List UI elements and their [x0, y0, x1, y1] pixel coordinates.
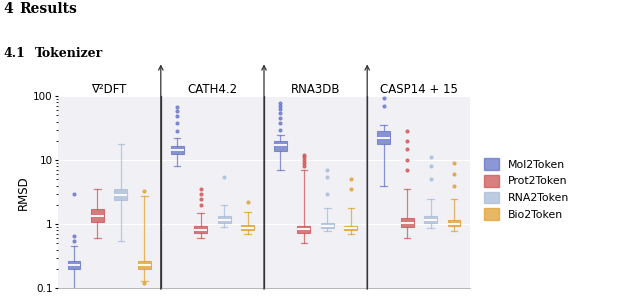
Text: Tokenizer: Tokenizer	[35, 47, 104, 60]
PathPatch shape	[241, 225, 254, 230]
PathPatch shape	[424, 216, 437, 223]
Text: 4: 4	[3, 2, 13, 16]
PathPatch shape	[274, 141, 287, 151]
Title: ∇²DFT: ∇²DFT	[92, 83, 127, 96]
PathPatch shape	[447, 220, 460, 227]
PathPatch shape	[321, 223, 334, 228]
Title: CASP14 + 15: CASP14 + 15	[380, 83, 458, 96]
PathPatch shape	[171, 146, 184, 154]
PathPatch shape	[68, 260, 81, 269]
Text: Results: Results	[19, 2, 77, 16]
PathPatch shape	[401, 218, 413, 227]
Y-axis label: RMSD: RMSD	[17, 175, 30, 210]
Legend: Mol2Token, Prot2Token, RNA2Token, Bio2Token: Mol2Token, Prot2Token, RNA2Token, Bio2To…	[480, 155, 572, 223]
PathPatch shape	[138, 260, 151, 269]
PathPatch shape	[377, 131, 390, 144]
Title: RNA3DB: RNA3DB	[291, 83, 340, 96]
Title: CATH4.2: CATH4.2	[188, 83, 237, 96]
Text: 4.1: 4.1	[3, 47, 25, 60]
PathPatch shape	[194, 227, 207, 232]
PathPatch shape	[91, 210, 104, 221]
PathPatch shape	[115, 189, 127, 200]
PathPatch shape	[298, 226, 310, 233]
PathPatch shape	[218, 216, 230, 223]
PathPatch shape	[344, 226, 357, 230]
